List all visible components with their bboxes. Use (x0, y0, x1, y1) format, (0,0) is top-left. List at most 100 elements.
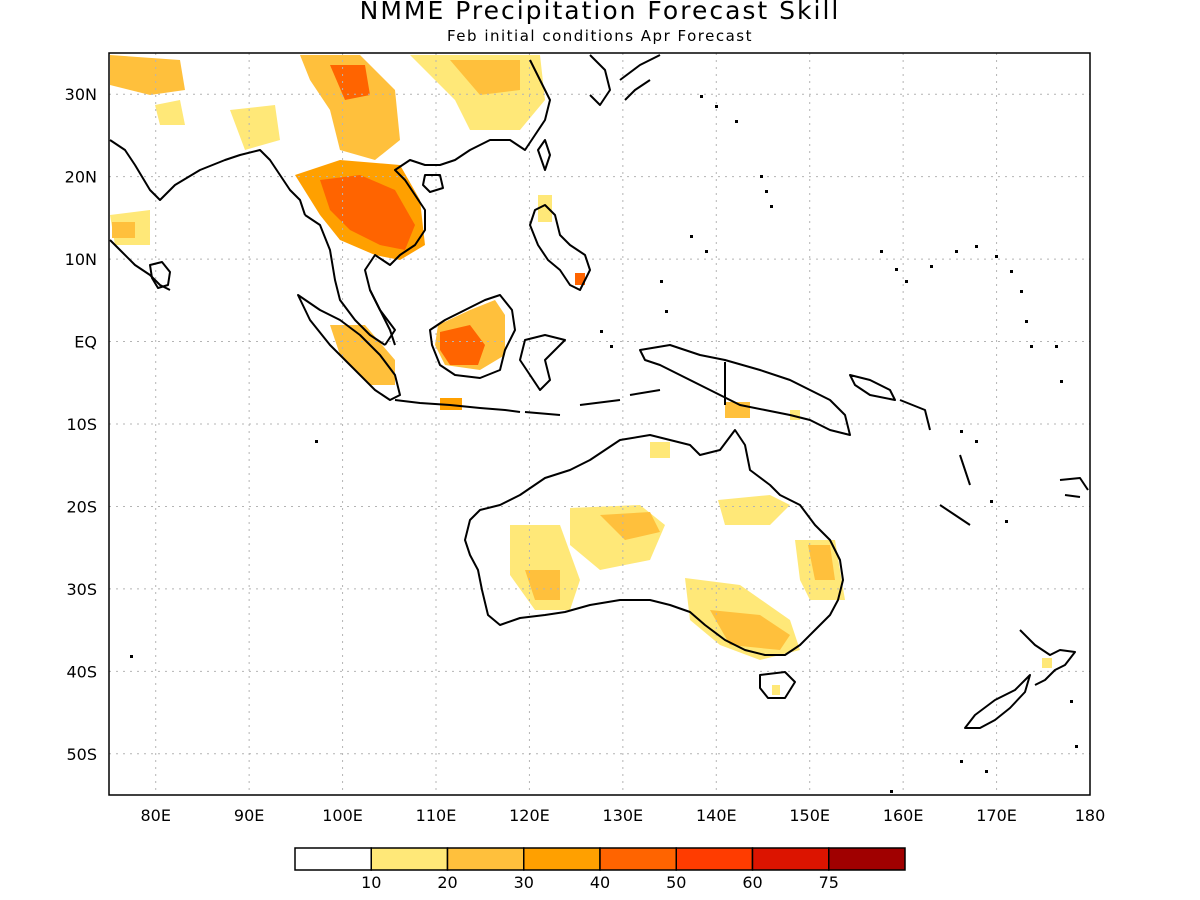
colorbar-swatch (370, 847, 449, 871)
shade-luzon (538, 195, 552, 222)
colorbar-swatch (675, 847, 754, 871)
coast-java (394, 399, 521, 413)
lat-tick-label: 40S (66, 662, 97, 681)
coast-sri-lanka (149, 261, 171, 289)
coast-japan (619, 54, 661, 101)
island-dot (1060, 380, 1063, 383)
colorbar-swatch (828, 847, 906, 871)
island-dot (705, 250, 708, 253)
island-dot (315, 440, 318, 443)
coast-luzon (529, 204, 591, 291)
island-dot (995, 255, 998, 258)
colorbar-label: 60 (742, 873, 762, 892)
coast-myanmar (304, 214, 386, 346)
island-dot (990, 500, 993, 503)
island-dot (600, 330, 603, 333)
island-dot (700, 95, 703, 98)
island-dot (975, 440, 978, 443)
island-dot (770, 205, 773, 208)
lon-tick-label: 110E (416, 806, 457, 825)
island-dot (890, 790, 893, 793)
coast-new-guinea (639, 344, 851, 436)
island-dot (1030, 345, 1033, 348)
shade-aus-west-core (525, 570, 560, 600)
island-dot (960, 430, 963, 433)
colorbar-swatch (294, 847, 372, 871)
island-dot (665, 310, 668, 313)
coast-india (109, 139, 306, 216)
coast-nz-north (1019, 629, 1076, 686)
shade-indochina-core (320, 175, 415, 250)
coast-australia (464, 429, 844, 656)
island-dot (975, 245, 978, 248)
coast-sumatra (297, 294, 401, 401)
longitude-labels: 80E 90E 100E 110E 120E 130E 140E 150E 160E 170E 18… (140, 806, 1105, 825)
shade-java (440, 398, 462, 410)
coast-new-britain (849, 374, 896, 401)
shade-aus-se-core (710, 610, 790, 650)
shade-sw-china (230, 105, 280, 150)
grid-lines (109, 53, 1090, 795)
coast-tasmania (759, 671, 796, 699)
shade-india-core (112, 222, 135, 238)
coast-borneo (429, 294, 516, 379)
colorbar-label: 50 (666, 873, 686, 892)
colorbar-label: 40 (590, 873, 610, 892)
coast-sulawesi (519, 334, 566, 391)
shade-himalaya (155, 100, 185, 125)
coast-hainan (422, 174, 444, 193)
lon-tick-label: 160E (883, 806, 924, 825)
island-dot (960, 760, 963, 763)
shade-aus-ne (718, 495, 790, 525)
coast-bali-timor (524, 389, 661, 416)
island-dot (1025, 320, 1028, 323)
coast-fiji (1059, 477, 1089, 498)
shade-sumatra (330, 325, 395, 385)
lon-tick-label: 100E (322, 806, 363, 825)
map-subtitle: Feb initial conditions Apr Forecast (447, 27, 753, 45)
shade-aus-west (510, 525, 580, 610)
island-dot (955, 250, 958, 253)
shade-aus-north (650, 442, 670, 458)
island-dot (930, 265, 933, 268)
lon-tick-label: 120E (509, 806, 550, 825)
coast-vanuatu (959, 454, 971, 486)
colorbar-swatch (523, 847, 601, 871)
lon-tick-label: 80E (140, 806, 170, 825)
island-dot (690, 235, 693, 238)
lat-tick-label: 10N (65, 250, 97, 269)
latitude-labels: 30N 20N 10N EQ 10S 20S 30S 40S 50S (65, 85, 97, 764)
coast-taiwan (537, 139, 551, 171)
shade-sichuan (300, 55, 400, 160)
coast-nz-south (964, 674, 1031, 729)
shade-nz (1042, 658, 1052, 668)
colorbar: 10 20 30 40 50 60 75 (294, 847, 906, 892)
shade-south-china (110, 55, 185, 95)
island-dot (905, 280, 908, 283)
island-dot (985, 770, 988, 773)
island-dot (1020, 290, 1023, 293)
lat-tick-label: 30S (66, 580, 97, 599)
lat-tick-label: 20N (65, 168, 97, 187)
colorbar-label: 30 (514, 873, 534, 892)
lat-tick-label: 20S (66, 497, 97, 516)
shade-aus-central-core (600, 512, 660, 540)
lon-tick-label: 180 (1075, 806, 1106, 825)
lat-tick-label: 10S (66, 415, 97, 434)
colorbar-label: 75 (819, 873, 839, 892)
colorbar-swatch (599, 847, 677, 871)
island-dot (895, 268, 898, 271)
lon-tick-label: 130E (603, 806, 644, 825)
island-dot (610, 345, 613, 348)
colorbar-label: 10 (361, 873, 381, 892)
coast-solomons (899, 399, 931, 431)
shade-borneo-core (440, 325, 485, 365)
coast-new-caledonia (939, 504, 971, 526)
island-dots (130, 95, 1078, 793)
lat-tick-label: EQ (74, 333, 97, 352)
island-dot (1055, 345, 1058, 348)
lon-tick-label: 90E (234, 806, 264, 825)
island-dot (1070, 700, 1073, 703)
shade-sichuan-core (330, 65, 370, 100)
shade-aus-east-core (808, 545, 835, 580)
